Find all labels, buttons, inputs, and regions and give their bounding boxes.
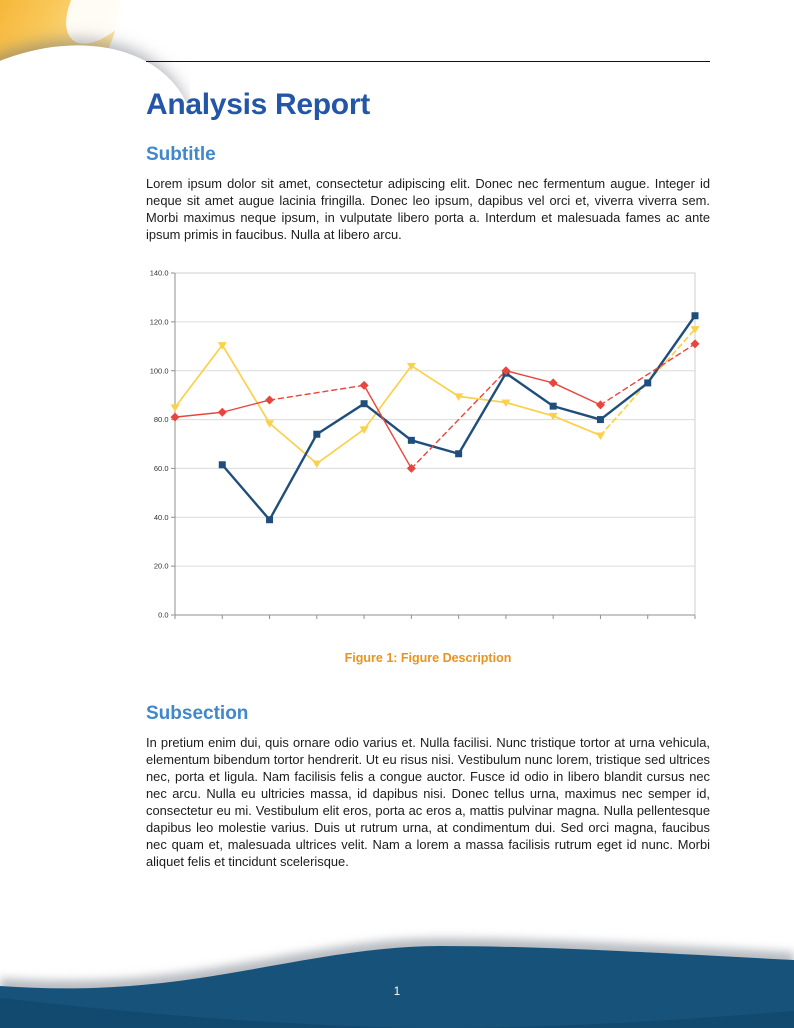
svg-text:140.0: 140.0 bbox=[150, 269, 169, 278]
svg-text:0.0: 0.0 bbox=[158, 611, 168, 620]
wave-main bbox=[0, 946, 794, 1028]
wave-dark-accent bbox=[0, 998, 794, 1028]
line-chart: 0.0 20.0 40.0 60.0 80.0 100.0 120.0 140.0 bbox=[146, 261, 710, 641]
footer-wave: 1 bbox=[0, 900, 794, 1028]
content-column: Analysis Report Subtitle Lorem ipsum dol… bbox=[146, 0, 710, 870]
figure-caption: Figure 1: Figure Description bbox=[344, 651, 512, 665]
corner-orange-blob bbox=[0, 0, 120, 110]
top-rule bbox=[146, 61, 710, 62]
paragraph-subtitle: Lorem ipsum dolor sit amet, consectetur … bbox=[146, 176, 710, 242]
svg-text:20.0: 20.0 bbox=[154, 562, 169, 571]
line-chart-canvas: 0.0 20.0 40.0 60.0 80.0 100.0 120.0 140.0 bbox=[150, 269, 700, 620]
paragraph-subsection: In pretium enim dui, quis ornare odio va… bbox=[146, 735, 710, 869]
svg-text:40.0: 40.0 bbox=[154, 513, 169, 522]
svg-text:80.0: 80.0 bbox=[154, 415, 169, 424]
page-title: Analysis Report bbox=[146, 88, 370, 121]
page-number: 1 bbox=[393, 986, 401, 998]
section-heading-subtitle: Subtitle bbox=[146, 144, 216, 165]
figure-1: 0.0 20.0 40.0 60.0 80.0 100.0 120.0 140.0 Figur… bbox=[146, 261, 710, 665]
svg-text:120.0: 120.0 bbox=[150, 317, 169, 326]
svg-text:60.0: 60.0 bbox=[154, 464, 169, 473]
section-heading-subsection: Subsection bbox=[146, 703, 249, 724]
footer-wave-graphic bbox=[0, 938, 794, 1028]
svg-text:100.0: 100.0 bbox=[150, 366, 169, 375]
